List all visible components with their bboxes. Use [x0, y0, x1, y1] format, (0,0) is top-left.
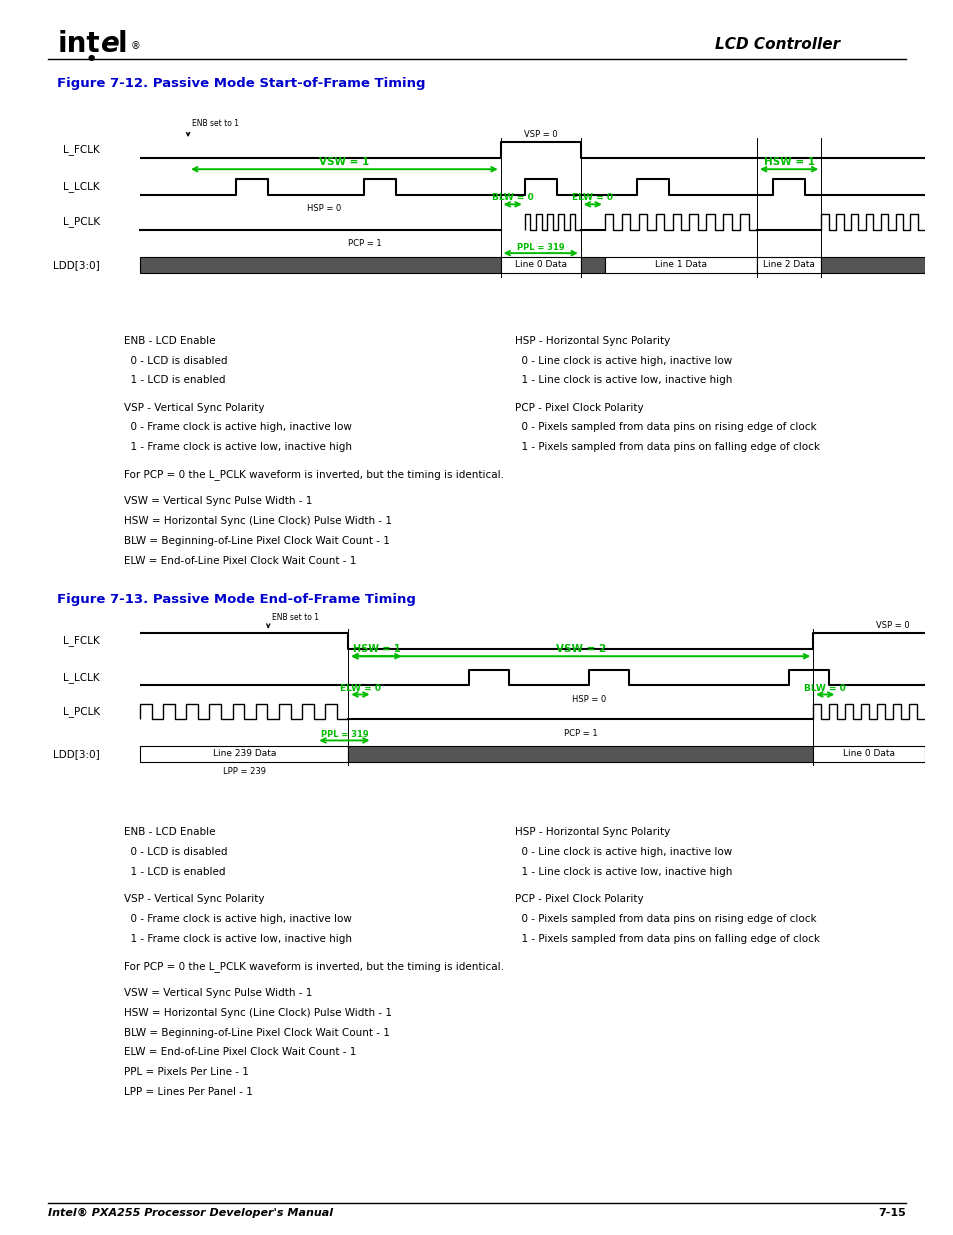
Text: LDD[3:0]: LDD[3:0] [53, 259, 100, 269]
Text: ELW = 0: ELW = 0 [572, 194, 613, 203]
Text: 1 - Line clock is active low, inactive high: 1 - Line clock is active low, inactive h… [515, 867, 732, 877]
Text: L_FCLK: L_FCLK [63, 636, 100, 646]
Text: 7-15: 7-15 [878, 1208, 905, 1218]
Text: L_FCLK: L_FCLK [63, 144, 100, 156]
Text: For PCP = 0 the L_PCLK waveform is inverted, but the timing is identical.: For PCP = 0 the L_PCLK waveform is inver… [124, 469, 503, 480]
Text: Line 2 Data: Line 2 Data [762, 261, 814, 269]
Text: L_LCLK: L_LCLK [63, 182, 100, 193]
Bar [348, 746, 812, 762]
Text: HSW = 1: HSW = 1 [353, 645, 400, 655]
Text: ENB - LCD Enable: ENB - LCD Enable [124, 827, 215, 837]
Text: ELW = End-of-Line Pixel Clock Wait Count - 1: ELW = End-of-Line Pixel Clock Wait Count… [124, 556, 356, 566]
Text: BLW = 0: BLW = 0 [492, 194, 533, 203]
Text: Figure 7-12. Passive Mode Start-of-Frame Timing: Figure 7-12. Passive Mode Start-of-Frame… [57, 77, 425, 90]
Text: LPP = 239: LPP = 239 [222, 767, 266, 777]
Bar [140, 746, 348, 762]
Text: HSP - Horizontal Sync Polarity: HSP - Horizontal Sync Polarity [515, 827, 670, 837]
Text: 0 - Frame clock is active high, inactive low: 0 - Frame clock is active high, inactive… [124, 914, 352, 924]
Text: VSW = Vertical Sync Pulse Width - 1: VSW = Vertical Sync Pulse Width - 1 [124, 988, 312, 998]
Text: int: int [57, 30, 100, 58]
Text: 0 - Pixels sampled from data pins on rising edge of clock: 0 - Pixels sampled from data pins on ris… [515, 914, 816, 924]
Text: L_PCLK: L_PCLK [63, 216, 100, 227]
Text: ●: ● [88, 53, 95, 62]
Text: PCP = 1: PCP = 1 [347, 240, 381, 248]
Bar [500, 257, 580, 273]
Text: Line 239 Data: Line 239 Data [213, 750, 275, 758]
Text: HSW = Horizontal Sync (Line Clock) Pulse Width - 1: HSW = Horizontal Sync (Line Clock) Pulse… [124, 516, 392, 526]
Text: Line 0 Data: Line 0 Data [842, 750, 894, 758]
Text: PPL = Pixels Per Line - 1: PPL = Pixels Per Line - 1 [124, 1067, 249, 1077]
Text: VSP - Vertical Sync Polarity: VSP - Vertical Sync Polarity [124, 894, 264, 904]
Text: 1 - Frame clock is active low, inactive high: 1 - Frame clock is active low, inactive … [124, 934, 352, 944]
Text: 0 - Line clock is active high, inactive low: 0 - Line clock is active high, inactive … [515, 847, 732, 857]
Text: 1 - Pixels sampled from data pins on falling edge of clock: 1 - Pixels sampled from data pins on fal… [515, 442, 820, 452]
Text: 0 - LCD is disabled: 0 - LCD is disabled [124, 847, 227, 857]
Text: ®: ® [131, 41, 140, 51]
Text: 0 - Frame clock is active high, inactive low: 0 - Frame clock is active high, inactive… [124, 422, 352, 432]
Text: BLW = 0: BLW = 0 [803, 684, 845, 693]
Text: L_LCLK: L_LCLK [63, 672, 100, 683]
Text: HSP - Horizontal Sync Polarity: HSP - Horizontal Sync Polarity [515, 336, 670, 346]
Text: 1 - Line clock is active low, inactive high: 1 - Line clock is active low, inactive h… [515, 375, 732, 385]
Text: ELW = End-of-Line Pixel Clock Wait Count - 1: ELW = End-of-Line Pixel Clock Wait Count… [124, 1047, 356, 1057]
Bar [812, 746, 924, 762]
Text: Line 1 Data: Line 1 Data [655, 261, 706, 269]
Text: PCP - Pixel Clock Polarity: PCP - Pixel Clock Polarity [515, 403, 643, 412]
Text: BLW = Beginning-of-Line Pixel Clock Wait Count - 1: BLW = Beginning-of-Line Pixel Clock Wait… [124, 1028, 390, 1037]
Text: ELW = 0: ELW = 0 [339, 684, 380, 693]
Text: 1 - Frame clock is active low, inactive high: 1 - Frame clock is active low, inactive … [124, 442, 352, 452]
Bar [140, 257, 500, 273]
Text: 1 - LCD is enabled: 1 - LCD is enabled [124, 375, 225, 385]
Text: LCD Controller: LCD Controller [715, 37, 840, 52]
Text: HSW = Horizontal Sync (Line Clock) Pulse Width - 1: HSW = Horizontal Sync (Line Clock) Pulse… [124, 1008, 392, 1018]
Text: ENB set to 1: ENB set to 1 [272, 613, 319, 621]
Text: PCP = 1: PCP = 1 [563, 729, 597, 739]
Bar [604, 257, 757, 273]
Text: LDD[3:0]: LDD[3:0] [53, 748, 100, 758]
Text: PCP - Pixel Clock Polarity: PCP - Pixel Clock Polarity [515, 894, 643, 904]
Text: HSW = 1: HSW = 1 [762, 157, 814, 167]
Text: VSW = 2: VSW = 2 [555, 645, 605, 655]
Text: Intel® PXA255 Processor Developer's Manual: Intel® PXA255 Processor Developer's Manu… [48, 1208, 333, 1218]
Text: 0 - LCD is disabled: 0 - LCD is disabled [124, 356, 227, 366]
Text: BLW = Beginning-of-Line Pixel Clock Wait Count - 1: BLW = Beginning-of-Line Pixel Clock Wait… [124, 536, 390, 546]
Text: Line 0 Data: Line 0 Data [515, 261, 566, 269]
Text: 0 - Pixels sampled from data pins on rising edge of clock: 0 - Pixels sampled from data pins on ris… [515, 422, 816, 432]
Text: VSP - Vertical Sync Polarity: VSP - Vertical Sync Polarity [124, 403, 264, 412]
Text: 0 - Line clock is active high, inactive low: 0 - Line clock is active high, inactive … [515, 356, 732, 366]
Text: LPP = Lines Per Panel - 1: LPP = Lines Per Panel - 1 [124, 1087, 253, 1097]
Bar [757, 257, 821, 273]
Text: ENB set to 1: ENB set to 1 [192, 120, 239, 128]
Text: HSP = 0: HSP = 0 [307, 204, 341, 214]
Text: VSP = 0: VSP = 0 [523, 130, 557, 140]
Text: ENB - LCD Enable: ENB - LCD Enable [124, 336, 215, 346]
Text: VSP = 0: VSP = 0 [875, 621, 908, 630]
Text: 1 - LCD is enabled: 1 - LCD is enabled [124, 867, 225, 877]
Text: Figure 7-13. Passive Mode End-of-Frame Timing: Figure 7-13. Passive Mode End-of-Frame T… [57, 593, 416, 606]
Text: 1 - Pixels sampled from data pins on falling edge of clock: 1 - Pixels sampled from data pins on fal… [515, 934, 820, 944]
Text: l: l [117, 30, 127, 58]
Bar [580, 257, 604, 273]
Text: PPL = 319: PPL = 319 [517, 243, 564, 252]
Text: For PCP = 0 the L_PCLK waveform is inverted, but the timing is identical.: For PCP = 0 the L_PCLK waveform is inver… [124, 961, 503, 972]
Text: VSW = Vertical Sync Pulse Width - 1: VSW = Vertical Sync Pulse Width - 1 [124, 496, 312, 506]
Text: PPL = 319: PPL = 319 [320, 730, 368, 740]
Text: HSP = 0: HSP = 0 [571, 694, 605, 704]
Text: L_PCLK: L_PCLK [63, 706, 100, 718]
Text: e: e [101, 30, 120, 58]
Text: VSW = 1: VSW = 1 [319, 157, 369, 167]
Bar [821, 257, 924, 273]
